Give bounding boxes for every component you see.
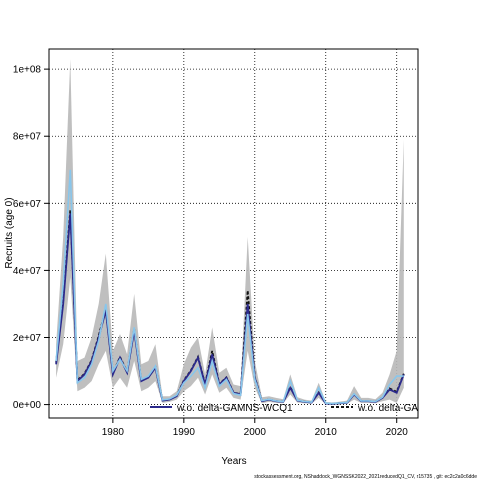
legend-label: w.o. delta-GA [357,403,418,414]
y-tick-label: 8e+07 [13,132,42,143]
y-tick-label: 4e+07 [13,266,42,277]
confidence-band [56,59,404,405]
footer-credit: stockassessment.org, NShaddock_WGNSSK202… [254,474,477,480]
plot-frame [48,48,419,419]
x-tick-label: 2010 [315,427,338,438]
x-tick-label: 2020 [386,427,409,438]
legend-label: w.o. delta-GAMNS-WCQ1 [176,403,293,414]
y-tick-label: 0e+00 [13,400,42,411]
x-tick-label: 1990 [173,427,196,438]
y-tick-label: 1e+08 [13,65,42,76]
x-tick-label: 1980 [102,427,125,438]
x-axis-title: Years [221,456,246,467]
y-tick-label: 6e+07 [13,199,42,210]
plot-area: 1980 1990 2000 2010 2020 0e+00 2e+07 4e+07 6e+07… [13,48,419,438]
series-group [55,59,405,405]
y-tick-label: 2e+07 [13,333,42,344]
y-axis-title: Recruits (age 0) [4,197,15,268]
series-line-1 [55,169,404,405]
x-tick-label: 2000 [244,427,267,438]
